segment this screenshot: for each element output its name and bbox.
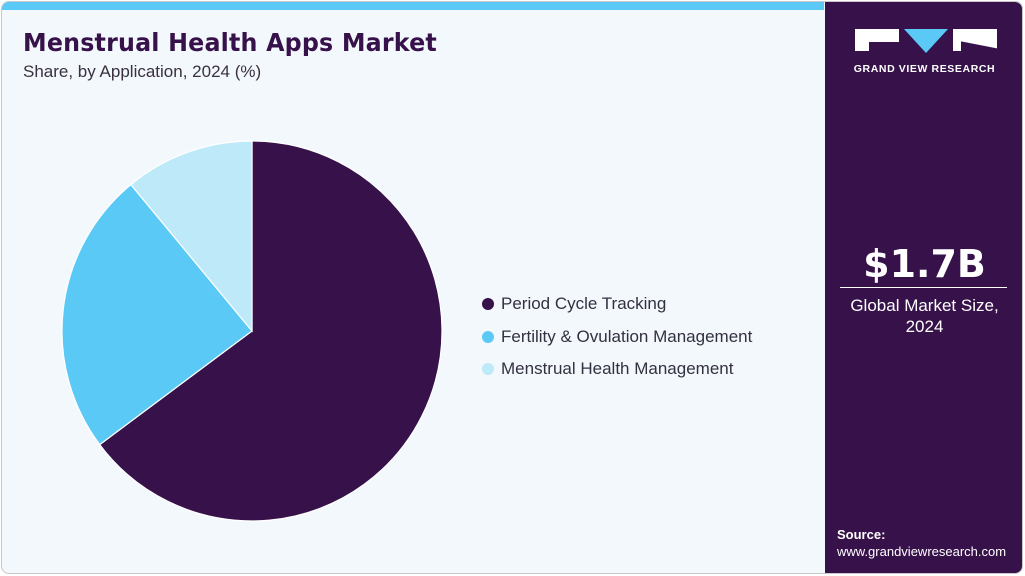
legend-item-menstrual-health-management: Menstrual Health Management	[482, 353, 752, 386]
legend-item-fertility-ovulation: Fertility & Ovulation Management	[482, 321, 752, 354]
pie-chart	[61, 140, 443, 522]
legend-label: Fertility & Ovulation Management	[501, 326, 753, 346]
pie-slice-period-cycle-tracking	[98, 140, 443, 522]
divider	[840, 287, 1007, 288]
source-label: Source:	[837, 527, 886, 542]
chart-title: Menstrual Health Apps Market	[23, 28, 437, 57]
logo-text: GRAND VIEW RESEARCH	[853, 63, 996, 75]
source-link[interactable]: www.grandviewresearch.com	[837, 544, 1007, 559]
legend: Period Cycle Tracking Fertility & Ovulat…	[482, 288, 752, 386]
sidebar: GRAND VIEW RESEARCH $1.7B Global Market …	[825, 2, 1022, 573]
gvr-logo-icon	[855, 29, 997, 53]
legend-label: Menstrual Health Management	[501, 359, 734, 379]
market-size-label-line1: Global Market Size,	[850, 296, 999, 315]
legend-item-period-cycle-tracking: Period Cycle Tracking	[482, 288, 752, 321]
legend-dot-icon	[482, 330, 494, 343]
chart-subtitle: Share, by Application, 2024 (%)	[23, 62, 262, 81]
market-size-value: $1.7B	[863, 242, 986, 286]
legend-label: Period Cycle Tracking	[501, 294, 667, 314]
market-size-label-line2: 2024	[905, 317, 944, 336]
accent-bar	[2, 2, 824, 10]
pie-slice-menstrual-health-management	[130, 140, 253, 333]
legend-dot-icon	[482, 298, 494, 311]
pie-slice-fertility-ovulation-management	[61, 183, 253, 446]
market-size-label: Global Market Size, 2024	[825, 295, 1022, 337]
legend-dot-icon	[482, 363, 494, 376]
